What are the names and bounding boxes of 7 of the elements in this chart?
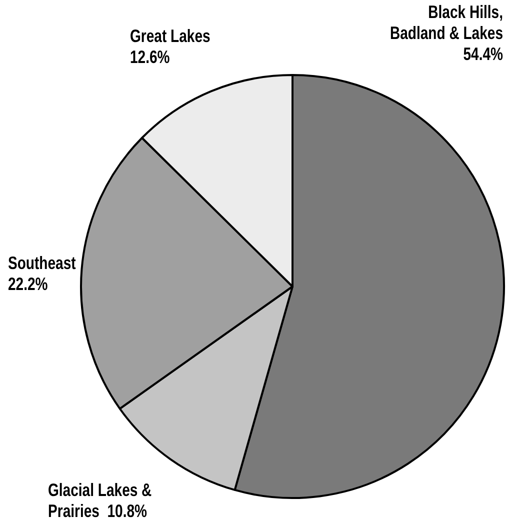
slice-label: Black Hills, Badland & Lakes [390,2,504,44]
data-label: 54.4% [463,44,503,64]
data-label: 22.2% [8,274,48,294]
slice-label: Glacial Lakes & Prairies 10.8% [48,480,152,522]
data-label: 12.6% [130,47,170,68]
slice-label: Great Lakes [130,26,210,46]
slice-label: Southeast [8,253,76,274]
